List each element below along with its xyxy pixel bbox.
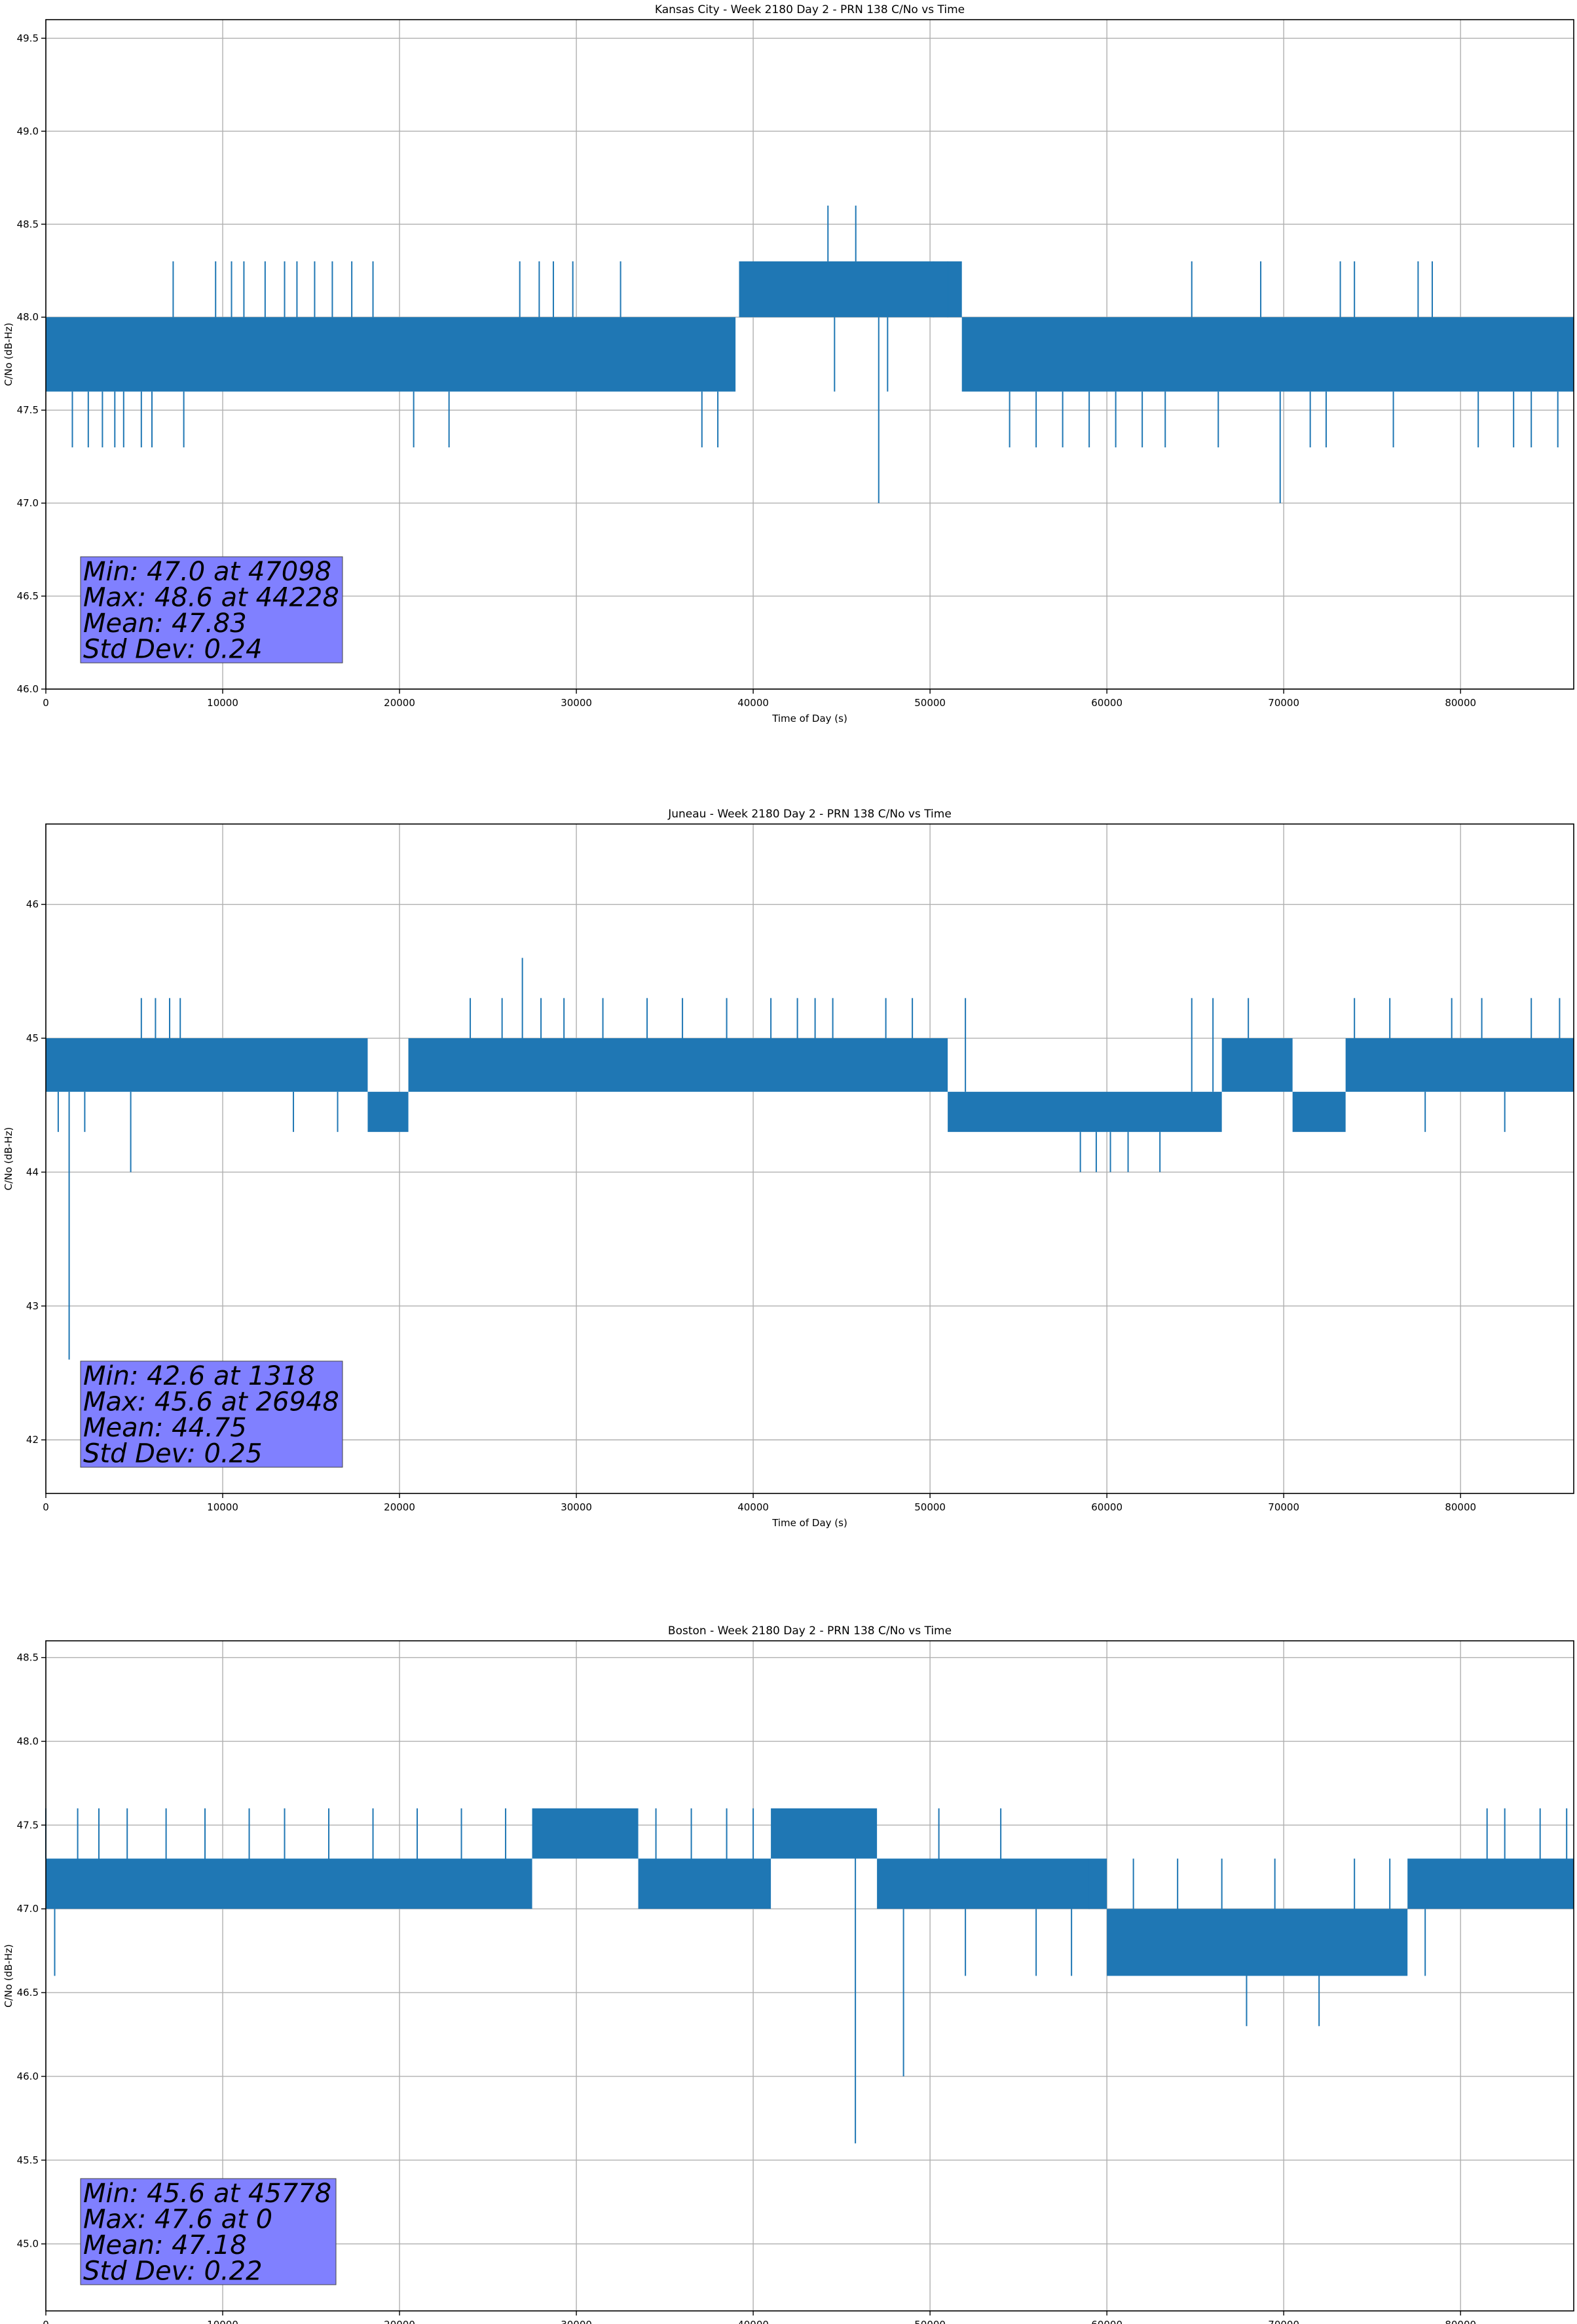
series-band — [739, 261, 962, 318]
x-tick-label: 80000 — [1445, 2319, 1476, 2324]
series-band — [1107, 1909, 1408, 1976]
x-tick-label: 30000 — [561, 697, 592, 709]
series-band — [1292, 1091, 1346, 1133]
series-band — [638, 1858, 771, 1909]
x-tick-label: 70000 — [1268, 697, 1299, 709]
series-band — [408, 1038, 948, 1092]
x-tick-label: 60000 — [1091, 2319, 1122, 2324]
plot-frame — [45, 19, 1574, 690]
y-tick-label: 42 — [26, 1434, 39, 1446]
series-band — [877, 1858, 1107, 1909]
stats-line: Min: 42.6 at 1318 — [83, 1361, 315, 1391]
y-tick-label: 47.5 — [17, 1819, 39, 1831]
stats-line: Std Dev: 0.25 — [83, 1439, 263, 1469]
stats-box — [80, 1360, 343, 1468]
chart-title: Juneau - Week 2180 Day 2 - PRN 138 C/No … — [667, 808, 952, 821]
stats-line: Std Dev: 0.22 — [83, 2257, 263, 2287]
y-tick-label: 46.5 — [17, 590, 39, 602]
series-band — [948, 1091, 1222, 1133]
x-tick-label: 80000 — [1445, 697, 1476, 709]
y-tick-label: 48.0 — [17, 311, 39, 323]
x-tick-label: 0 — [43, 1501, 49, 1513]
chart-panel-2: 0 10000 20000 30000 40000 50000 60000 70000 8000… — [3, 808, 1574, 1529]
x-tick-label: 20000 — [384, 2319, 415, 2324]
stats-line: Max: 45.6 at 26948 — [83, 1387, 339, 1417]
x-tick-label: 50000 — [914, 697, 946, 709]
x-tick-label: 30000 — [561, 2319, 592, 2324]
y-tick-label: 47.5 — [17, 404, 39, 416]
series-band — [46, 317, 736, 392]
y-tick-label: 48.5 — [17, 218, 39, 230]
series-band — [1221, 1038, 1293, 1092]
x-tick-label: 70000 — [1268, 2319, 1299, 2324]
x-tick-label: 40000 — [737, 1501, 769, 1513]
y-tick-label: 46.5 — [17, 1987, 39, 1998]
x-tick-label: 0 — [43, 697, 49, 709]
y-tick-label: 48.5 — [17, 1652, 39, 1664]
y-tick-label: 46.0 — [17, 683, 39, 695]
x-tick-label: 10000 — [207, 697, 238, 709]
stats-line: Mean: 47.83 — [83, 609, 247, 639]
stats-line: Max: 48.6 at 44228 — [83, 583, 339, 613]
x-axis-label: Time of Day (s) — [771, 713, 847, 724]
x-tick-label: 10000 — [207, 1501, 238, 1513]
y-tick-label: 44 — [26, 1166, 39, 1178]
y-tick-label: 48.0 — [17, 1735, 39, 1747]
series-band — [532, 1808, 639, 1859]
y-axis-label: C/No (dB-Hz) — [3, 323, 14, 386]
y-tick-label: 47.0 — [17, 497, 39, 509]
stats-line: Min: 47.0 at 47098 — [83, 557, 331, 587]
plot-frame — [45, 823, 1574, 1494]
y-tick-label: 45 — [26, 1032, 39, 1044]
y-tick-label: 45.0 — [17, 2238, 39, 2250]
y-tick-label: 46 — [26, 899, 39, 910]
series-band — [1407, 1858, 1574, 1909]
x-tick-label: 50000 — [914, 2319, 946, 2324]
series-band — [961, 317, 1574, 392]
stats-box — [80, 556, 343, 664]
x-tick-label: 40000 — [737, 697, 769, 709]
x-axis-label: Time of Day (s) — [771, 1517, 847, 1529]
x-tick-label: 30000 — [561, 1501, 592, 1513]
y-axis-label: C/No (dB-Hz) — [3, 1127, 14, 1191]
chart-title: Kansas City - Week 2180 Day 2 - PRN 138 … — [655, 3, 965, 16]
x-tick-label: 0 — [43, 2319, 49, 2324]
stats-box — [80, 2178, 337, 2285]
series-band — [1345, 1038, 1574, 1092]
chart-title: Boston - Week 2180 Day 2 - PRN 138 C/No … — [668, 1624, 952, 1638]
series-band — [367, 1091, 409, 1133]
x-tick-label: 20000 — [384, 1501, 415, 1513]
y-tick-label: 47.0 — [17, 1903, 39, 1915]
chart-panel-1: 0 10000 20000 30000 40000 50000 60000 70000 8000… — [3, 3, 1574, 724]
x-tick-label: 80000 — [1445, 1501, 1476, 1513]
y-tick-label: 49.5 — [17, 32, 39, 44]
stats-line: Std Dev: 0.24 — [83, 635, 263, 665]
x-tick-label: 10000 — [207, 2319, 238, 2324]
series-band — [46, 1858, 532, 1909]
stats-line: Min: 45.6 at 45778 — [83, 2179, 331, 2209]
x-tick-label: 20000 — [384, 697, 415, 709]
x-tick-label: 70000 — [1268, 1501, 1299, 1513]
plot-frame — [45, 1640, 1574, 2312]
x-tick-label: 60000 — [1091, 1501, 1122, 1513]
series-band — [771, 1808, 878, 1859]
stats-line: Mean: 47.18 — [83, 2230, 247, 2260]
y-tick-label: 46.0 — [17, 2071, 39, 2082]
stats-line: Max: 47.6 at 0 — [83, 2205, 272, 2235]
chart-panel-3: 0 10000 20000 30000 40000 50000 60000 70000 8000… — [3, 1624, 1574, 2324]
stats-line: Mean: 44.75 — [83, 1413, 247, 1443]
y-tick-label: 45.5 — [17, 2154, 39, 2166]
x-tick-label: 40000 — [737, 2319, 769, 2324]
y-tick-label: 49.0 — [17, 125, 39, 137]
y-tick-label: 43 — [26, 1300, 39, 1312]
y-axis-label: C/No (dB-Hz) — [3, 1944, 14, 2008]
x-tick-label: 50000 — [914, 1501, 946, 1513]
series-band — [46, 1038, 368, 1092]
x-tick-label: 60000 — [1091, 697, 1122, 709]
